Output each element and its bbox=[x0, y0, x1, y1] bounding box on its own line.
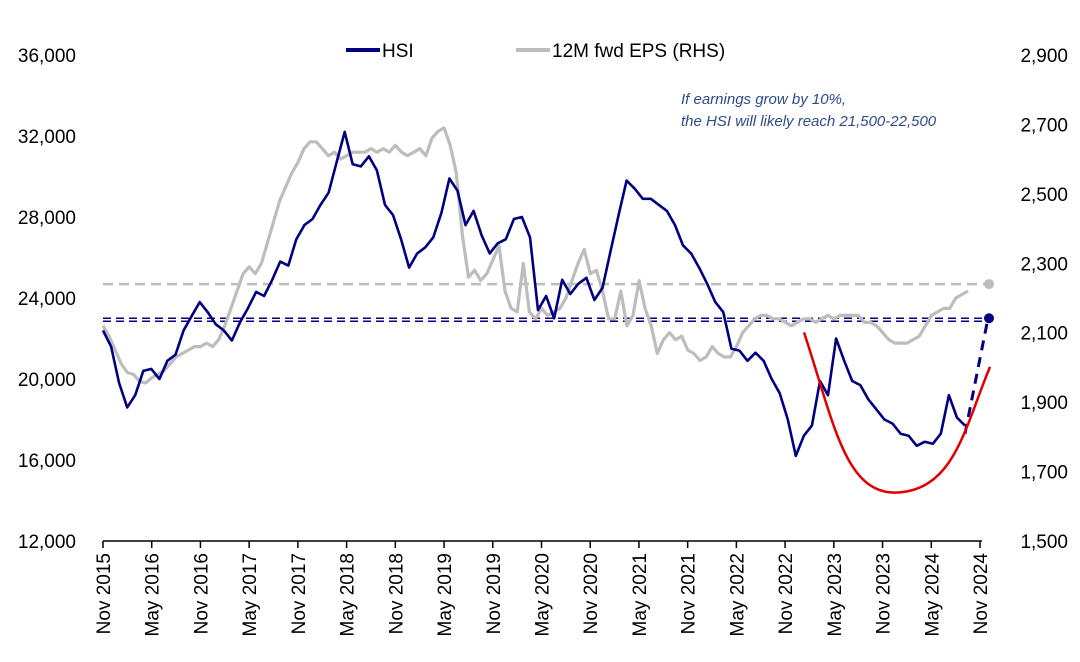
x-tick-label: May 2016 bbox=[143, 553, 164, 636]
x-tick-label: May 2019 bbox=[435, 553, 456, 636]
legend: HSI 12M fwd EPS (RHS) bbox=[346, 41, 725, 62]
x-tick-label: Nov 2023 bbox=[874, 553, 895, 634]
annotation-line-2: the HSI will likely reach 21,500-22,500 bbox=[681, 113, 937, 130]
eps-line bbox=[101, 126, 969, 385]
x-tick-label: May 2022 bbox=[727, 553, 748, 636]
x-tick-label: Nov 2020 bbox=[581, 553, 602, 634]
y-left-tick-label: 28,000 bbox=[18, 208, 76, 229]
reference-lines bbox=[103, 279, 994, 324]
y-right-tick-label: 2,300 bbox=[1020, 254, 1068, 275]
y-left-tick-label: 12,000 bbox=[18, 532, 76, 553]
y-right-tick-label: 2,100 bbox=[1020, 324, 1068, 345]
y-right-tick-label: 2,700 bbox=[1020, 115, 1068, 136]
legend-hsi-label: HSI bbox=[382, 41, 414, 62]
annotation-line-1: If earnings grow by 10%, bbox=[681, 91, 846, 108]
x-tick-label: May 2020 bbox=[533, 553, 554, 636]
trend-curve-annotation bbox=[802, 332, 992, 494]
y-right-tick-label: 1,900 bbox=[1020, 393, 1068, 414]
x-tick-label: Nov 2018 bbox=[386, 553, 407, 634]
y-left-tick-label: 24,000 bbox=[18, 289, 76, 310]
x-tick-label: Nov 2024 bbox=[971, 553, 992, 635]
x-tick-label: Nov 2019 bbox=[484, 553, 505, 634]
y-right-tick-label: 2,900 bbox=[1020, 46, 1068, 67]
hsi-series bbox=[101, 130, 990, 458]
y-right-tick-label: 1,500 bbox=[1020, 532, 1068, 553]
eps-target-marker bbox=[984, 279, 994, 290]
hsi-projection-line bbox=[963, 317, 990, 434]
x-tick-label: Nov 2021 bbox=[679, 553, 700, 634]
y-left-tick-label: 20,000 bbox=[18, 370, 76, 391]
y-left-tick-label: 32,000 bbox=[18, 127, 76, 148]
annotation: If earnings grow by 10%, the HSI will li… bbox=[681, 91, 937, 130]
y-right-tick-label: 2,500 bbox=[1020, 185, 1068, 206]
red-trend-curve bbox=[802, 332, 992, 494]
y-left-tick-label: 36,000 bbox=[18, 46, 76, 67]
axes: Nov 2015 May 2016 Nov 2016 May 2017 Nov 2017… bbox=[18, 46, 1068, 636]
x-tick-label: Nov 2017 bbox=[289, 553, 310, 634]
legend-eps-label: 12M fwd EPS (RHS) bbox=[552, 41, 725, 62]
x-tick-label: May 2023 bbox=[825, 553, 846, 636]
eps-series bbox=[101, 126, 969, 385]
hsi-target-marker bbox=[984, 313, 994, 324]
x-tick-label: May 2021 bbox=[630, 553, 651, 636]
x-tick-label: May 2024 bbox=[922, 553, 943, 637]
x-tick-label: May 2018 bbox=[338, 553, 359, 636]
y-right-tick-label: 1,700 bbox=[1020, 463, 1068, 484]
x-tick-label: Nov 2022 bbox=[776, 553, 797, 634]
y-left-tick-label: 16,000 bbox=[18, 451, 76, 472]
x-tick-label: Nov 2015 bbox=[94, 553, 115, 634]
x-tick-label: May 2017 bbox=[240, 553, 261, 636]
hsi-line bbox=[101, 130, 966, 458]
x-tick-label: Nov 2016 bbox=[191, 553, 212, 634]
